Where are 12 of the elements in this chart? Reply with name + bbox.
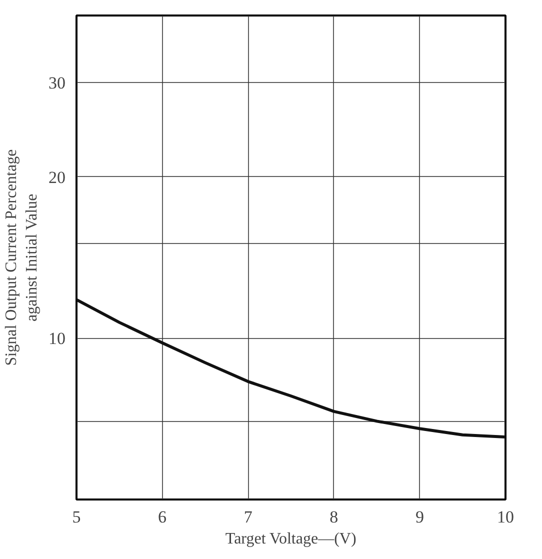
y-tick-label: 30	[48, 73, 66, 92]
y-axis-title: Signal Output Current Percentage against Initial Value	[3, 149, 40, 366]
y-tick-label: 20	[48, 168, 66, 187]
x-tick-label: 10	[497, 508, 514, 526]
y-tick-label: 10	[48, 329, 66, 348]
x-tick-label: 7	[244, 508, 253, 526]
x-axis-title: Target Voltage—(V)	[225, 530, 356, 548]
x-tick-label: 9	[415, 508, 424, 526]
x-tick-label: 5	[72, 508, 81, 526]
x-tick-label: 6	[158, 508, 167, 526]
x-tick-label: 8	[330, 508, 338, 526]
line-series	[76, 298, 506, 439]
